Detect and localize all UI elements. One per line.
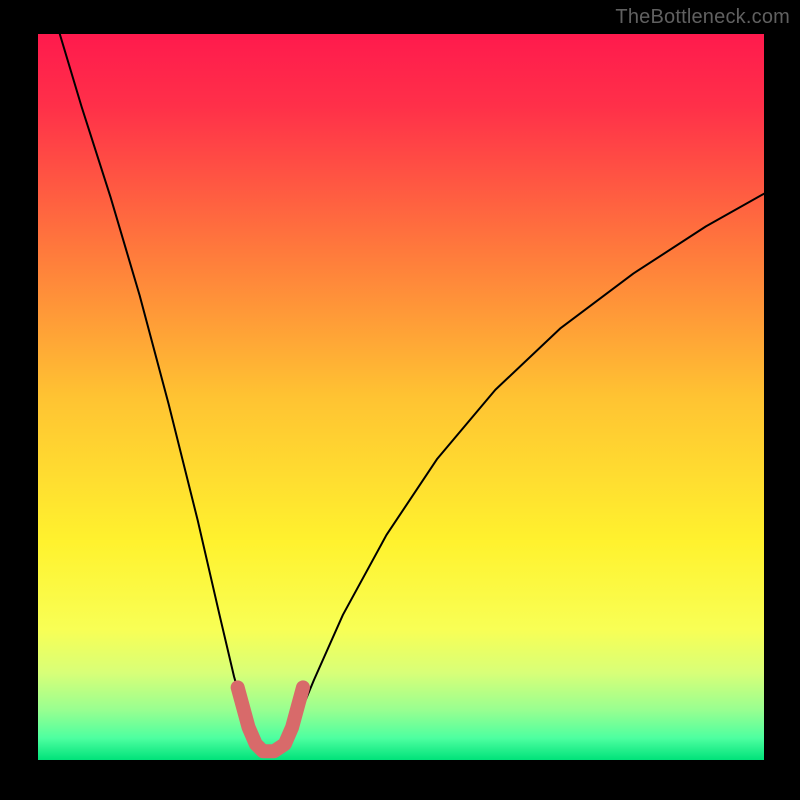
chart-svg <box>38 34 764 760</box>
chart-plot-area <box>38 34 764 760</box>
chart-background-gradient <box>38 34 764 760</box>
watermark-text: TheBottleneck.com <box>615 6 790 29</box>
